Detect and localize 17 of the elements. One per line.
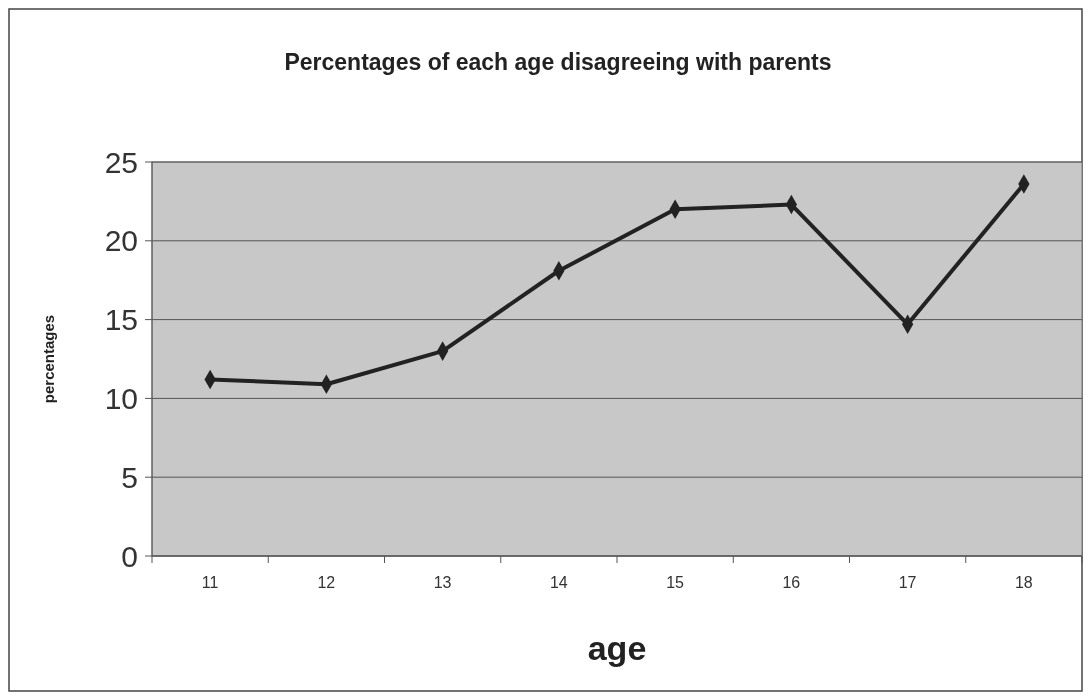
y-tick-label: 20 [104, 224, 138, 258]
y-tick-label: 5 [121, 460, 138, 494]
x-tick-label: 16 [782, 574, 801, 591]
x-tick-label: 12 [317, 574, 336, 591]
y-tick-label: 15 [104, 303, 138, 337]
x-tick-label: 17 [898, 574, 917, 591]
x-tick-label: 11 [201, 574, 219, 591]
x-axis-title: age [587, 629, 647, 667]
y-tick-label: 25 [104, 145, 138, 179]
x-tick-label: 13 [433, 574, 452, 591]
y-tick-label: 10 [104, 381, 138, 415]
y-axis-title: percentages [40, 314, 57, 404]
y-tick-label: 0 [121, 539, 138, 573]
x-tick-label: 18 [1014, 574, 1033, 591]
x-tick-label: 14 [549, 574, 568, 591]
chart-title: Percentages of each age disagreeing with parents [284, 49, 832, 75]
x-tick-label: 15 [666, 574, 685, 591]
